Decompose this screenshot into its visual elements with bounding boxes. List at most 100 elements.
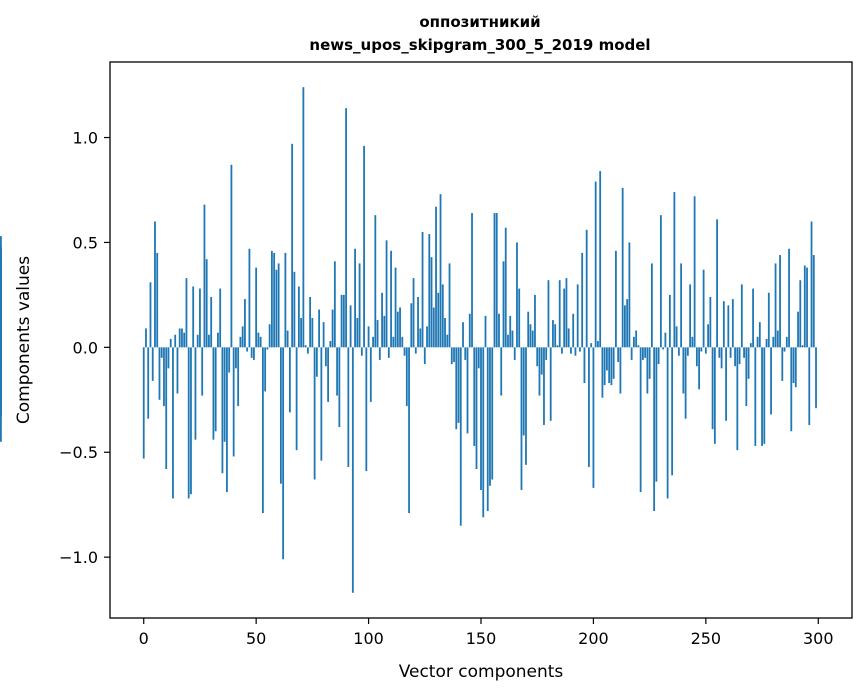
bar-282 [776, 330, 779, 348]
bar-86 [336, 347, 338, 396]
bar-38 [228, 347, 231, 373]
bar-47 [248, 248, 251, 348]
bar-81 [324, 347, 327, 367]
x-tick-label: 100 [353, 629, 384, 648]
bar-230 [659, 215, 662, 348]
bar-14 [174, 334, 177, 348]
bar-179 [545, 347, 548, 360]
bar-242 [686, 347, 689, 356]
y-tick-label: −1.0 [59, 548, 98, 567]
bar-290 [794, 347, 797, 388]
bar-223 [644, 347, 647, 358]
bar-251 [707, 324, 709, 348]
bar-57 [270, 250, 273, 348]
bar-107 [383, 315, 386, 348]
bar-174 [534, 294, 536, 348]
bar-298 [812, 255, 815, 348]
bar-82 [327, 347, 329, 402]
bar-91 [347, 347, 350, 467]
bar-87 [338, 347, 341, 428]
bar-159 [500, 347, 503, 396]
bar-152 [484, 315, 487, 348]
bar-5 [154, 221, 156, 348]
x-tick-label: 200 [578, 629, 609, 648]
bar-213 [621, 187, 624, 348]
bar-287 [788, 248, 790, 348]
bar-203 [599, 171, 602, 348]
bar-148 [475, 347, 478, 470]
x-tick-label: 50 [246, 629, 266, 648]
bar-266 [740, 284, 743, 348]
y-tick-label: −0.5 [59, 443, 98, 462]
bar-134 [444, 317, 446, 348]
bar-3 [149, 282, 152, 348]
bar-6 [156, 252, 159, 348]
bar-293 [801, 345, 804, 348]
y-axis-ticks: −1.0 −0.5 0.0 0.5 1.0 [59, 129, 110, 567]
bar-99 [365, 347, 368, 472]
bar-110 [390, 250, 392, 348]
bar-198 [588, 347, 590, 467]
bar-182 [552, 320, 554, 348]
bar-139 [455, 347, 458, 430]
bar-136 [448, 263, 451, 348]
bar-296 [808, 347, 811, 425]
bar-39 [230, 164, 233, 348]
bar-141 [459, 347, 462, 526]
bar-260 [727, 305, 730, 348]
bar-258 [722, 301, 725, 348]
bar-169 [522, 347, 525, 436]
bar-85 [333, 261, 336, 348]
bar-192 [574, 347, 577, 356]
bar-270 [749, 343, 752, 348]
bar-263 [734, 347, 736, 367]
bar-219 [635, 330, 638, 348]
bar-103 [374, 215, 377, 348]
bar-64 [286, 330, 289, 348]
bar-228 [655, 347, 658, 482]
bar-271 [752, 288, 754, 348]
bar-225 [648, 347, 651, 379]
bar-33 [217, 332, 219, 348]
bar-168 [520, 347, 523, 491]
bar-227 [653, 347, 656, 511]
bar-97 [360, 347, 363, 356]
bar-246 [695, 347, 698, 367]
bar-190 [570, 347, 572, 354]
bar-36 [223, 347, 226, 442]
bar-118 [408, 347, 410, 514]
bar-undefined [0, 303, 2, 348]
bar-89 [342, 294, 345, 348]
bar-23 [194, 347, 197, 440]
bar-245 [693, 196, 696, 348]
bar-68 [295, 347, 298, 451]
bar-281 [774, 263, 777, 348]
bar-119 [410, 303, 413, 348]
bar-253 [711, 347, 714, 430]
bar-26 [201, 347, 204, 396]
bar-299 [815, 347, 817, 409]
bar-71 [302, 87, 305, 348]
bar-63 [284, 252, 287, 348]
bar-280 [772, 336, 775, 348]
bar-95 [356, 317, 359, 348]
bar-62 [282, 347, 285, 560]
bar-37 [226, 347, 228, 493]
bar-120 [412, 278, 415, 348]
bar-189 [567, 328, 570, 348]
bar-13 [172, 347, 174, 499]
bar-84 [331, 309, 334, 348]
bar-167 [518, 288, 521, 348]
bar-2 [147, 347, 150, 419]
bar-279 [770, 347, 772, 415]
bar-153 [486, 347, 489, 511]
bar-294 [803, 265, 806, 348]
bar-210 [615, 250, 617, 348]
bar-237 [675, 326, 678, 348]
bar-274 [758, 322, 761, 348]
bar-247 [698, 347, 700, 390]
bar-238 [677, 347, 680, 356]
bar-236 [673, 192, 676, 348]
x-tick-label: 0 [139, 629, 149, 648]
